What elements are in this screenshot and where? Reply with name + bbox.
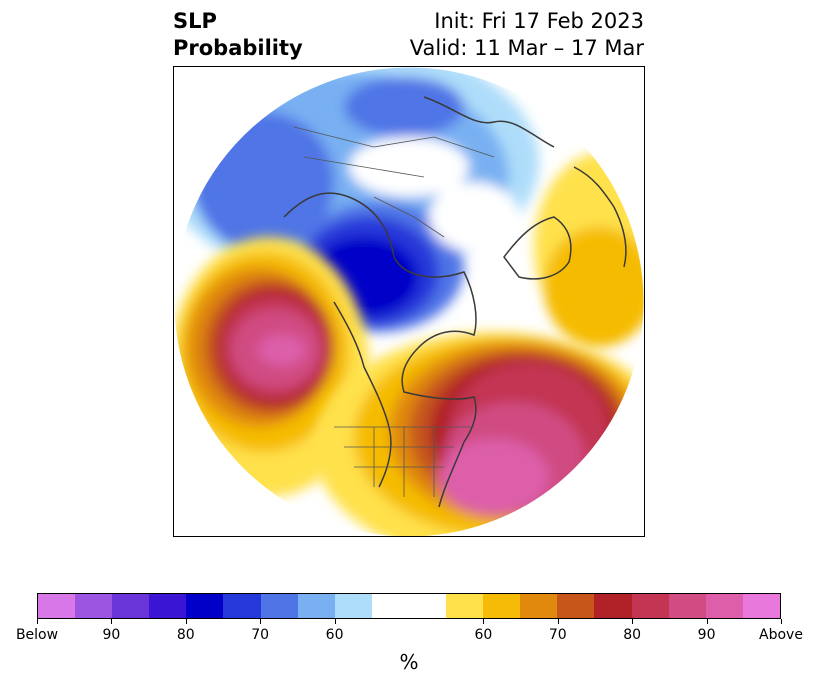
colorbar-tick-mark [632,619,634,624]
colorbar-tick-label: 90 [697,627,716,643]
colorbar-tick-label: 80 [176,627,195,643]
colorbar-segment [594,594,632,618]
colorbar-segment [149,594,187,618]
colorbar-tick-label: 60 [325,627,344,643]
colorbar-tick-label: 80 [623,627,642,643]
coastlines [283,96,627,508]
colorbar-tick-mark [781,619,782,624]
country-borders [293,126,495,497]
colorbar-tick-mark [260,619,262,624]
colorbar-tick-label: 70 [251,627,270,643]
colorbar-segment [334,594,372,618]
colorbar-segment [297,594,335,618]
colorbar-segment [742,594,780,618]
colorbar-segment [260,594,298,618]
colorbar-segment [705,594,743,618]
colorbar-tick-label: 60 [474,627,493,643]
colorbar-segment [631,594,669,618]
colorbar-segment [483,594,521,618]
colorbar-tick-label: 70 [548,627,567,643]
colorbar-tick-label: Below [15,627,59,643]
colorbar-segment [520,594,558,618]
colorbar-segment [408,594,447,618]
colorbar-segment [557,594,595,618]
colorbar-tick-mark [334,619,336,624]
above-normal-region-pacific [174,237,369,497]
colorbar-tick-mark [111,619,113,624]
chart-dates: Init: Fri 17 Feb 2023 Valid: 11 Mar – 17… [410,8,644,62]
colorbar-segment [186,594,224,618]
colorbar-segment [668,594,706,618]
colorbar-segment [371,594,409,618]
colorbar-tick-mark [37,619,38,624]
colorbar [37,593,781,619]
colorbar-tick-mark [185,619,187,624]
colorbar-tick-label: Above [759,627,803,643]
colorbar-tick-mark [483,619,485,624]
init-date: Init: Fri 17 Feb 2023 [434,9,644,33]
map-panel [173,66,645,537]
colorbar-segment [75,594,113,618]
colorbar-segment [446,594,484,618]
chart-title: SLP Probability [173,8,303,62]
colorbar-tick-mark [706,619,708,624]
probability-map [174,67,644,536]
title-line-1: SLP [173,9,217,33]
colorbar-unit-label: % [399,650,419,674]
title-line-2: Probability [173,36,303,60]
colorbar-tick-label: 90 [102,627,121,643]
colorbar-segment [112,594,150,618]
valid-range: Valid: 11 Mar – 17 Mar [409,36,644,60]
colorbar-tick-mark [557,619,559,624]
colorbar-segment [223,594,261,618]
colorbar-segment [38,594,76,618]
